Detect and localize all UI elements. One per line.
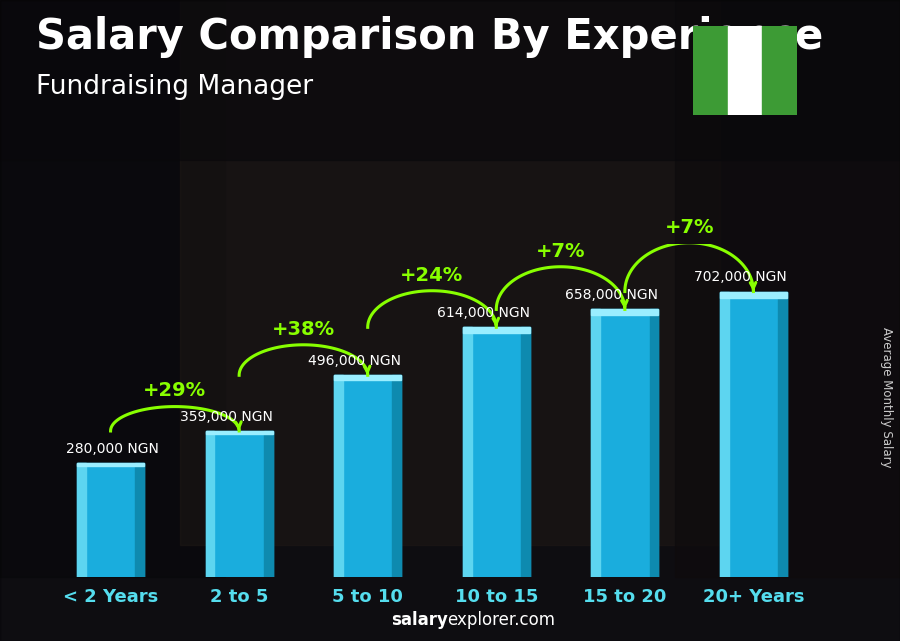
Text: +7%: +7% [536,242,585,261]
Bar [720,292,729,577]
Bar [0,0,225,577]
Text: 702,000 NGN: 702,000 NGN [694,271,787,284]
Text: +24%: +24% [400,265,464,285]
Bar [180,0,720,545]
Text: 614,000 NGN: 614,000 NGN [436,306,530,320]
Text: 658,000 NGN: 658,000 NGN [565,288,659,302]
Bar [264,431,273,577]
Bar [77,463,86,577]
Bar [206,431,273,434]
Text: +38%: +38% [272,320,335,338]
Bar [463,328,530,333]
Bar [693,26,727,115]
Bar [206,431,273,577]
Bar [463,328,472,577]
Bar [591,310,600,577]
Bar [206,431,214,577]
Bar [77,463,144,465]
Text: Average Monthly Salary: Average Monthly Salary [880,327,893,468]
Bar [334,375,343,577]
Text: Salary Comparison By Experience: Salary Comparison By Experience [36,16,824,58]
Bar [650,310,658,577]
Text: explorer.com: explorer.com [447,612,555,629]
Bar [463,328,530,577]
Text: Fundraising Manager: Fundraising Manager [36,74,313,100]
Bar [675,0,900,577]
Bar [135,463,144,577]
Text: 359,000 NGN: 359,000 NGN [180,410,273,424]
Bar [720,292,787,298]
Bar [778,292,787,577]
Text: 280,000 NGN: 280,000 NGN [66,442,158,456]
Text: salary: salary [392,612,448,629]
Bar [0,0,900,160]
Bar [762,26,796,115]
Text: 496,000 NGN: 496,000 NGN [309,354,401,368]
Bar [334,375,401,577]
Text: +7%: +7% [664,218,714,237]
Bar [591,310,658,577]
Bar [720,292,787,577]
Bar [591,310,658,315]
Bar [727,26,762,115]
Text: +29%: +29% [143,381,206,401]
Bar [392,375,401,577]
Bar [521,328,530,577]
Bar [77,463,144,577]
Bar [334,375,401,379]
